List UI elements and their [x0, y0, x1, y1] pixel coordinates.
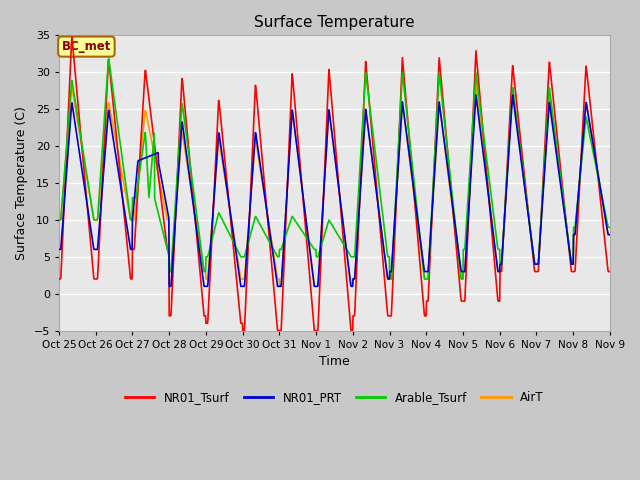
- Legend: NR01_Tsurf, NR01_PRT, Arable_Tsurf, AirT: NR01_Tsurf, NR01_PRT, Arable_Tsurf, AirT: [120, 387, 548, 409]
- Title: Surface Temperature: Surface Temperature: [254, 15, 415, 30]
- Text: BC_met: BC_met: [61, 40, 111, 53]
- Y-axis label: Surface Temperature (C): Surface Temperature (C): [15, 106, 28, 260]
- X-axis label: Time: Time: [319, 355, 350, 368]
